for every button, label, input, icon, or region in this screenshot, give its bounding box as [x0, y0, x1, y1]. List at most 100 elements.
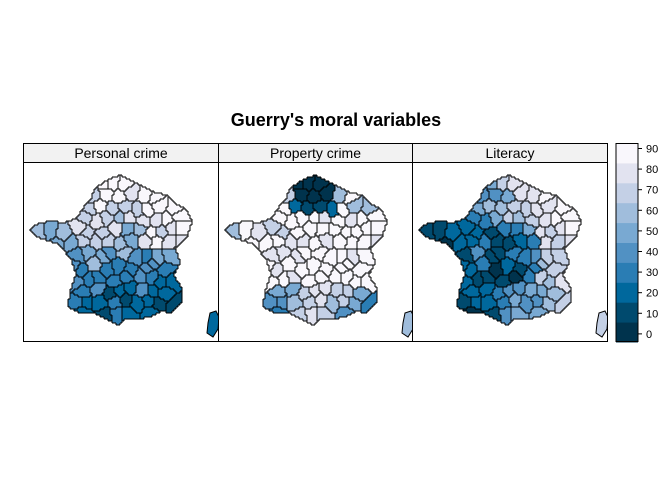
region-fill [523, 227, 537, 229]
region-fill [541, 267, 547, 269]
region-fill [144, 303, 154, 305]
region-fill [499, 223, 511, 225]
region-fill [339, 301, 349, 303]
region-fill [489, 191, 503, 193]
region-fill [483, 247, 491, 249]
region-fill [529, 315, 541, 317]
region-fill [319, 239, 333, 241]
region-fill [337, 203, 345, 205]
region-fill [345, 265, 355, 267]
region-fill [120, 301, 132, 303]
region-fill [116, 257, 120, 259]
region-fill [86, 211, 96, 213]
region-fill [80, 285, 86, 287]
region-fill [493, 317, 501, 319]
region-fill [96, 251, 104, 253]
region-fill [333, 239, 347, 241]
region-fill [293, 185, 303, 187]
region-fill [307, 315, 317, 317]
region-fill [273, 275, 279, 277]
region-fill [100, 215, 114, 217]
region-fill [100, 271, 114, 273]
region-fill [501, 259, 513, 261]
region-fill [166, 277, 176, 279]
region-fill [251, 235, 265, 237]
region-fill [311, 293, 319, 295]
region-fill [423, 225, 433, 227]
region-fill [96, 233, 110, 235]
region-fill [543, 283, 555, 285]
region-fill [341, 279, 351, 281]
region-fill [124, 239, 138, 241]
region-fill [174, 295, 182, 297]
region-fill [281, 307, 287, 309]
region-fill [132, 207, 142, 209]
region-fill [541, 191, 543, 193]
region-fill [134, 277, 146, 279]
region-fill [122, 307, 132, 309]
region-fill [333, 265, 335, 267]
region-fill [473, 205, 483, 207]
region-fill [523, 249, 531, 251]
region-fill [279, 257, 285, 259]
region-fill [565, 235, 577, 237]
region-fill [297, 239, 309, 241]
region-fill [227, 231, 239, 233]
region-fill [162, 251, 176, 253]
region-fill [166, 285, 180, 287]
region-fill [172, 263, 180, 265]
region-fill [76, 237, 88, 239]
region-fill [86, 225, 90, 227]
region-fill [166, 195, 168, 197]
region-fill [126, 243, 138, 245]
region-fill [553, 257, 567, 259]
region-fill [435, 237, 443, 239]
region-fill [299, 223, 305, 225]
region-fill [146, 275, 158, 277]
region-fill [519, 303, 533, 305]
region-fill [72, 249, 82, 251]
region-fill [335, 189, 345, 191]
region-fill [529, 187, 535, 189]
region-fill [164, 257, 178, 259]
region-fill [547, 277, 555, 279]
region-fill [168, 199, 172, 201]
region-fill [489, 237, 493, 239]
region-fill [86, 223, 90, 225]
region-fill [92, 219, 102, 221]
region-fill [535, 279, 545, 281]
region-fill [108, 285, 118, 287]
region-fill [136, 285, 148, 287]
region-fill [92, 293, 102, 295]
region-fill [120, 299, 132, 301]
region-fill [513, 285, 525, 287]
region-fill [142, 249, 152, 251]
region-fill [361, 303, 375, 305]
region-fill [303, 257, 311, 259]
region-fill [503, 291, 515, 293]
region-fill [158, 263, 162, 265]
region-fill [311, 213, 319, 215]
region-fill [136, 287, 148, 289]
region-fill [88, 259, 100, 261]
region-fill [134, 227, 148, 229]
region-fill [132, 247, 138, 249]
region-fill [275, 261, 281, 263]
region-fill [481, 235, 487, 237]
region-fill [359, 239, 371, 241]
region-fill [333, 191, 347, 193]
region-fill [267, 287, 273, 289]
region-fill [317, 283, 319, 285]
region-fill [259, 241, 273, 243]
region-fill [351, 279, 361, 281]
region-fill [162, 253, 178, 255]
region-fill [361, 285, 375, 287]
region-fill [359, 211, 363, 213]
region-fill [319, 217, 331, 219]
region-fill [529, 215, 535, 217]
region-fill [152, 241, 162, 243]
region-fill [497, 211, 507, 213]
region-fill [78, 245, 86, 247]
region-fill [150, 219, 162, 221]
region-fill [309, 235, 315, 237]
